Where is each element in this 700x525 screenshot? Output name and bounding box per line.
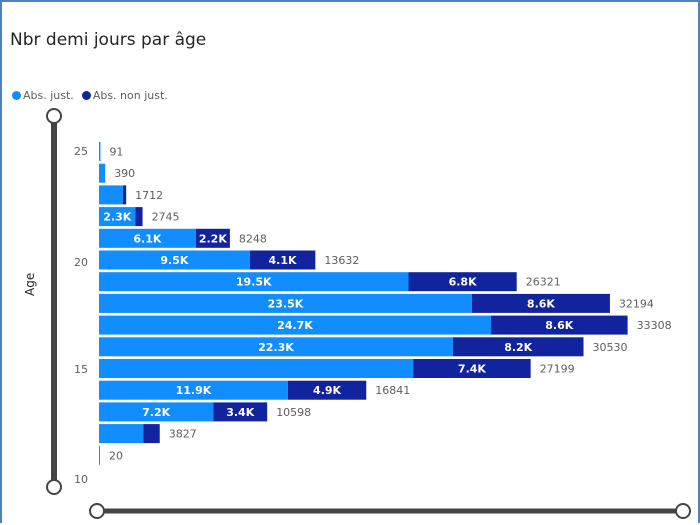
y-tick-label: 10 [74,473,88,486]
total-label: 33308 [637,319,672,332]
legend-label: Abs. just. [23,89,74,102]
data-label-abs-non-just: 7.4K [458,363,486,376]
legend: Abs. just. Abs. non just. [12,89,172,102]
x-range-slider-handle-left[interactable] [89,503,105,519]
total-label: 27199 [540,363,575,376]
bar-abs-non-just[interactable] [213,402,268,422]
bar-abs-non-just[interactable] [471,293,610,313]
data-label-abs-non-just: 2.2K [199,232,227,245]
y-axis-label: Age [23,272,37,296]
bar-abs-just[interactable] [99,142,101,161]
bar-abs-non-just[interactable] [249,250,316,270]
total-label: 16841 [375,384,410,397]
bar-abs-just[interactable] [99,424,144,444]
y-tick-label: 15 [74,363,88,376]
total-label: 32194 [619,297,654,310]
legend-marker [81,91,91,100]
bar-abs-non-just[interactable] [408,272,517,292]
total-label: 30530 [593,341,628,354]
legend-label: Abs. non just. [92,89,168,102]
y-range-slider-handle-top[interactable] [46,108,62,124]
chart-title: Nbr demi jours par âge [10,30,207,50]
legend-item-abs-just[interactable]: Abs. just. [12,89,74,102]
data-label-abs-just: 23.5K [268,297,304,310]
bar-abs-non-just[interactable] [143,424,160,444]
bar-abs-just[interactable] [99,445,100,465]
data-label-abs-non-just: 8.6K [527,297,555,310]
total-label: 390 [114,167,135,180]
data-label-abs-just: 9.5K [160,254,188,267]
data-label-abs-just: 22.3K [258,341,294,354]
bar-abs-just[interactable] [99,359,414,378]
bar-abs-non-just[interactable] [135,207,143,227]
data-label-abs-just: 2.3K [103,211,131,224]
bar-abs-just[interactable] [99,293,472,313]
bar-abs-non-just[interactable] [452,337,584,357]
bar-abs-non-just[interactable] [490,315,628,335]
bar-abs-non-just[interactable] [287,380,367,400]
bar-abs-just[interactable] [99,272,409,292]
bar-abs-just[interactable] [99,228,196,248]
bar-abs-just[interactable] [99,315,491,335]
total-label: 10598 [276,406,311,419]
data-label-abs-non-just: 8.6K [545,319,573,332]
total-label: 2745 [152,211,180,224]
data-label-abs-non-just: 6.8K [449,276,477,289]
legend-marker [12,91,21,100]
data-label-abs-non-just: 8.2K [504,341,532,354]
bar-abs-just[interactable] [99,185,123,205]
total-label: 13632 [324,254,359,267]
data-label-abs-just: 7.2K [142,406,170,419]
data-label-abs-non-just: 4.9K [313,384,341,397]
total-label: 20 [109,449,123,462]
total-label: 26321 [526,276,561,289]
total-label: 3827 [169,428,197,441]
bar-abs-non-just[interactable] [413,359,531,378]
y-tick-label: 20 [74,256,88,269]
data-label-abs-non-just: 4.1K [269,254,297,267]
data-label-abs-non-just: 3.4K [226,406,254,419]
data-label-abs-just: 24.7K [277,319,313,332]
data-label-abs-just: 11.9K [176,384,212,397]
bar-abs-just[interactable] [99,207,136,227]
legend-item-abs-non-just[interactable]: Abs. non just. [81,89,168,102]
data-label-abs-just: 19.5K [236,276,272,289]
data-label-abs-just: 6.1K [133,232,161,245]
total-label: 8248 [239,232,267,245]
bar-abs-just[interactable] [99,380,288,400]
total-label: 1712 [135,189,163,202]
bar-abs-non-just[interactable] [122,185,127,205]
bar-abs-just[interactable] [99,163,106,183]
bar-abs-just[interactable] [99,337,453,357]
y-range-slider-handle-bottom[interactable] [46,479,62,495]
x-range-slider-handle-right[interactable] [675,503,691,519]
bar-abs-just[interactable] [99,250,250,270]
total-label: 91 [109,146,123,159]
y-tick-label: 25 [74,145,88,158]
bar-abs-non-just[interactable] [195,228,230,248]
bar-abs-just[interactable] [99,402,214,422]
